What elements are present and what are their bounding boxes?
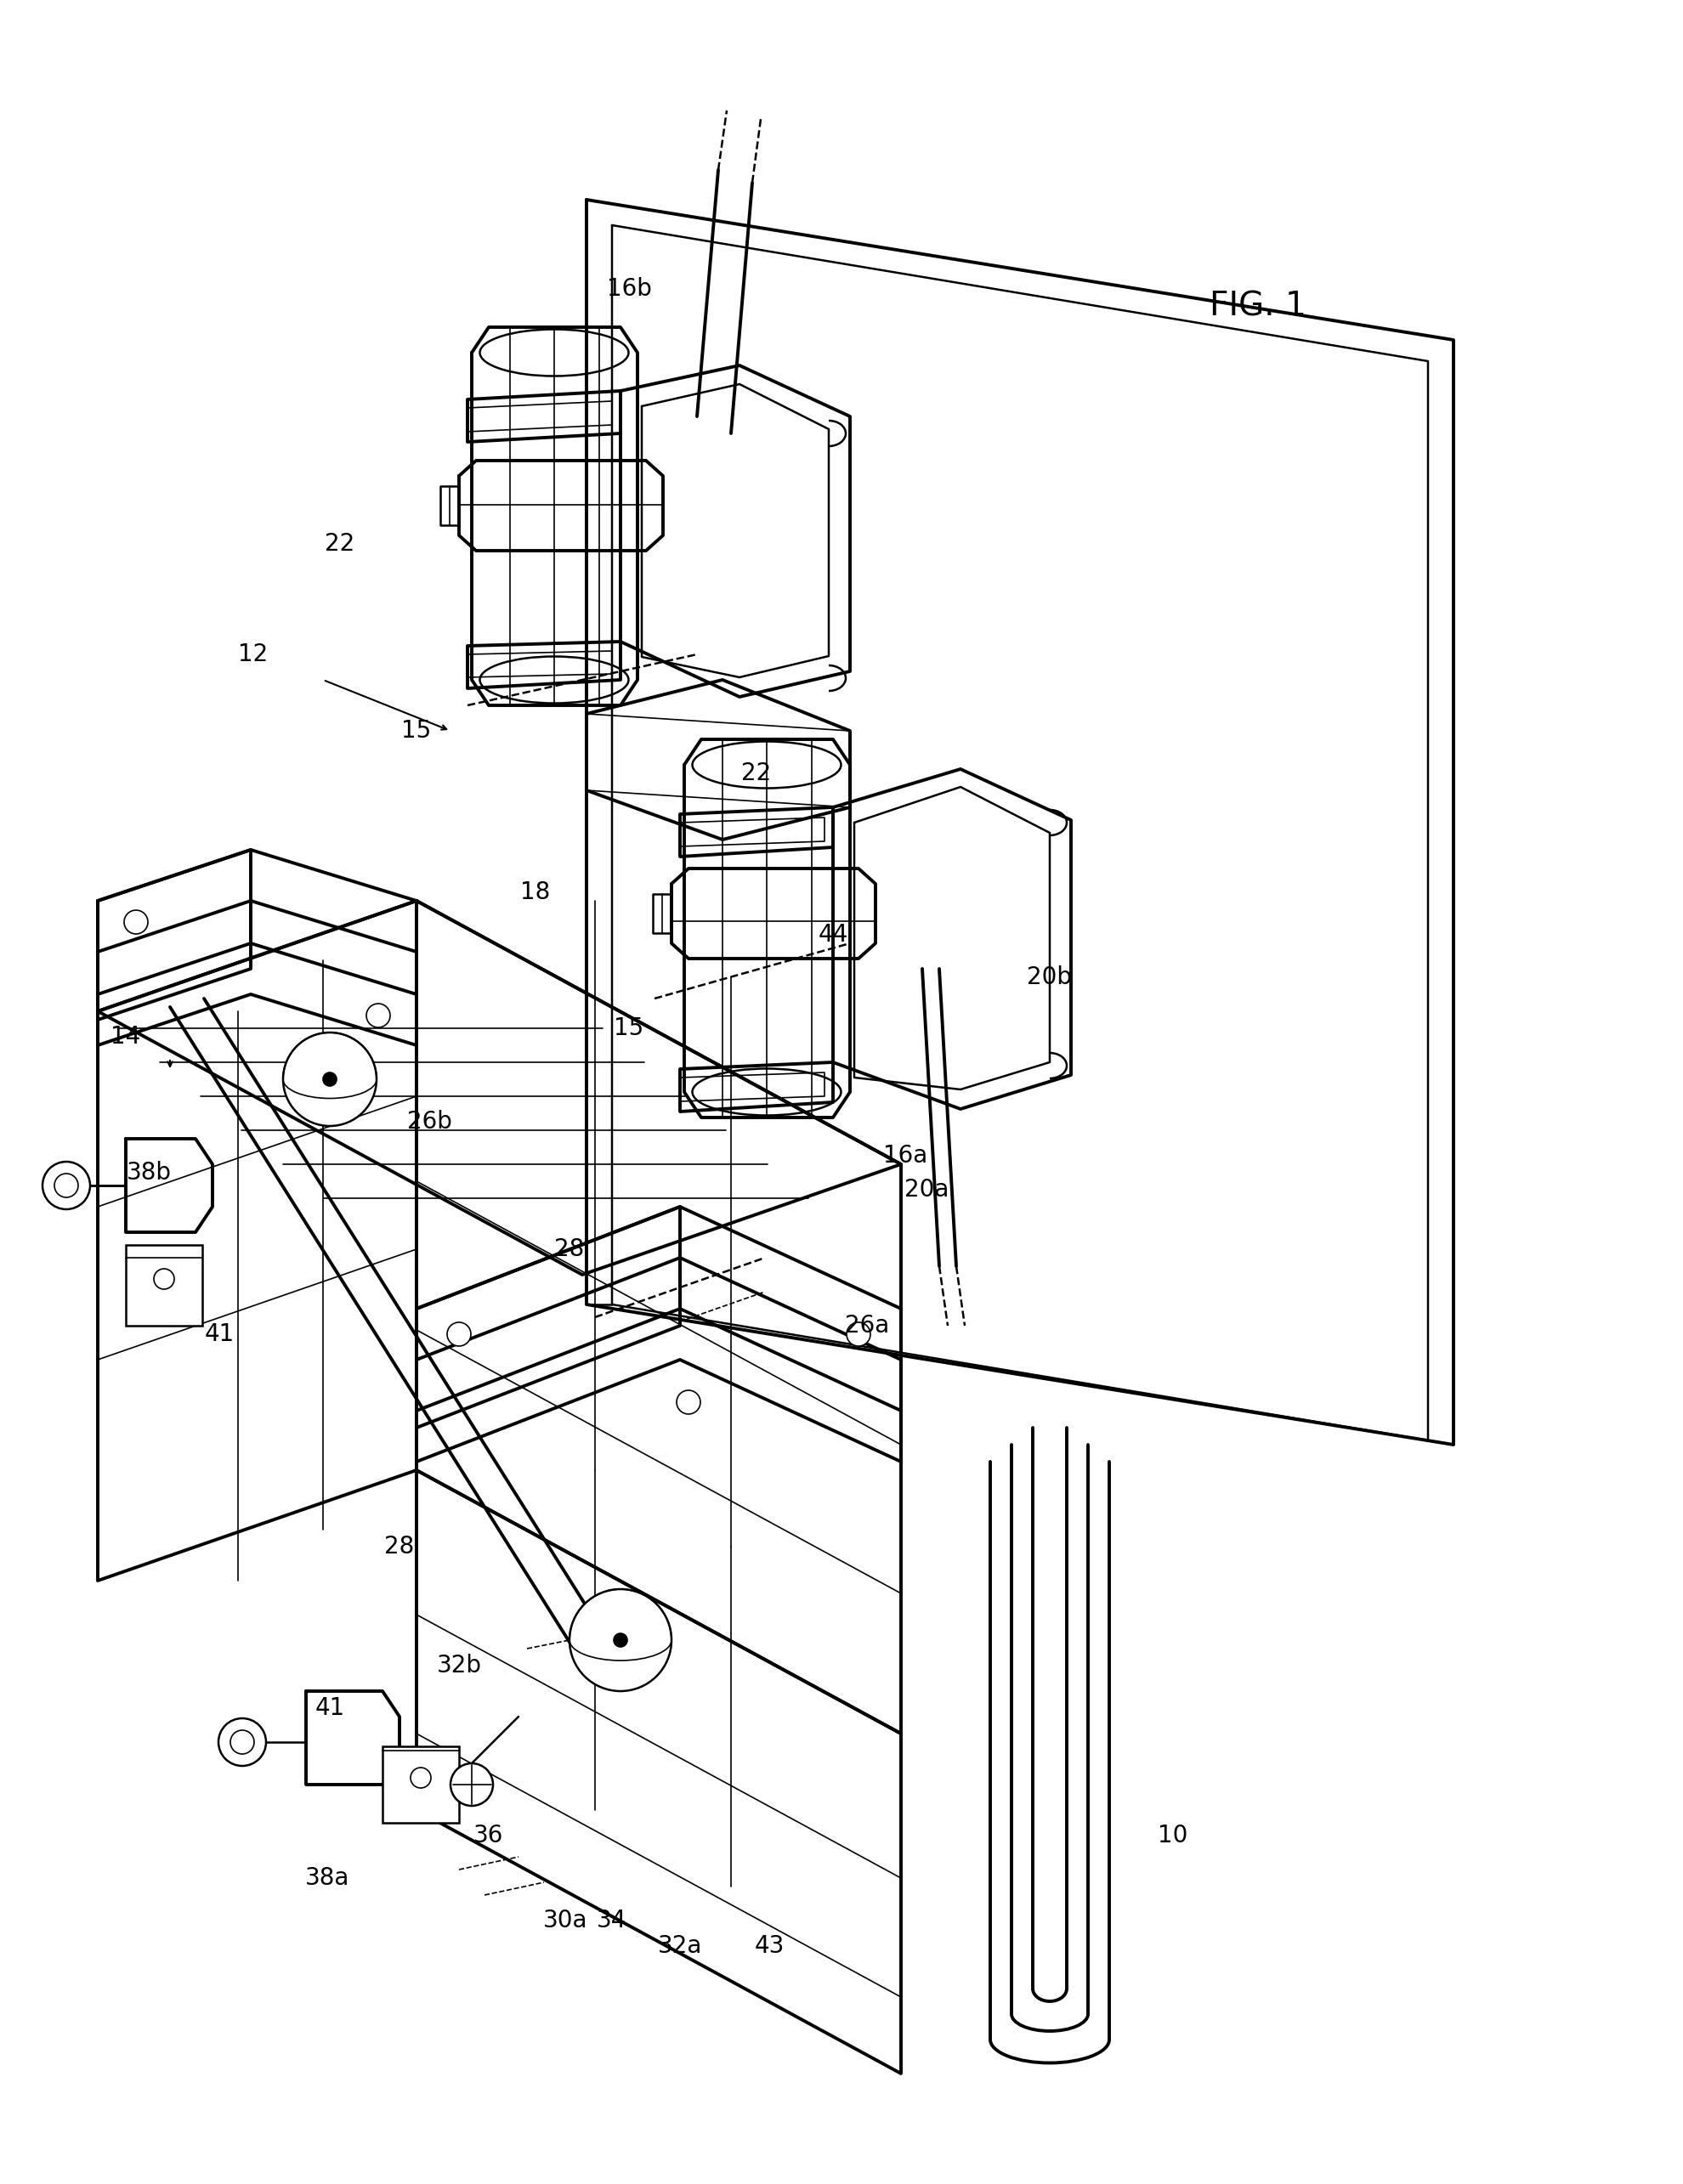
Text: 30a: 30a — [544, 1909, 587, 1933]
Text: 15: 15 — [402, 719, 431, 743]
Text: 43: 43 — [754, 1935, 784, 1957]
Text: 15: 15 — [614, 1016, 645, 1040]
Circle shape — [219, 1719, 266, 1767]
Text: 28: 28 — [554, 1238, 584, 1260]
Circle shape — [451, 1762, 493, 1806]
Text: 32a: 32a — [658, 1935, 702, 1957]
Text: 28: 28 — [384, 1535, 414, 1559]
Text: 34: 34 — [597, 1909, 628, 1933]
Text: 20a: 20a — [904, 1177, 949, 1201]
Text: 16a: 16a — [884, 1144, 927, 1168]
Text: 26a: 26a — [845, 1315, 889, 1337]
Text: 20b: 20b — [1027, 965, 1072, 989]
Text: 38b: 38b — [126, 1162, 172, 1184]
Text: 44: 44 — [818, 924, 848, 946]
Circle shape — [231, 1730, 254, 1754]
Circle shape — [614, 1634, 628, 1647]
Text: 10: 10 — [1158, 1824, 1188, 1848]
Circle shape — [42, 1162, 91, 1210]
Text: 41: 41 — [315, 1697, 345, 1721]
Circle shape — [569, 1590, 672, 1690]
FancyBboxPatch shape — [382, 1747, 459, 1824]
Circle shape — [153, 1269, 175, 1289]
Circle shape — [847, 1321, 870, 1345]
Text: 22: 22 — [742, 762, 771, 786]
Circle shape — [125, 911, 148, 935]
Text: 22: 22 — [325, 533, 355, 555]
Circle shape — [323, 1072, 337, 1085]
Text: 16b: 16b — [606, 277, 651, 301]
Text: 41: 41 — [204, 1321, 234, 1345]
Text: 14: 14 — [111, 1024, 141, 1048]
Circle shape — [283, 1033, 377, 1127]
Text: 18: 18 — [520, 880, 550, 904]
Circle shape — [54, 1173, 77, 1197]
FancyBboxPatch shape — [126, 1245, 202, 1326]
Text: 32b: 32b — [436, 1653, 481, 1677]
Circle shape — [411, 1767, 431, 1789]
Text: 12: 12 — [239, 642, 268, 666]
Text: FIG. 1: FIG. 1 — [1210, 290, 1306, 321]
Text: 26b: 26b — [407, 1109, 451, 1133]
Circle shape — [367, 1005, 390, 1026]
Text: 36: 36 — [473, 1824, 503, 1848]
Text: 38a: 38a — [305, 1865, 350, 1889]
Circle shape — [677, 1391, 700, 1413]
Circle shape — [448, 1321, 471, 1345]
